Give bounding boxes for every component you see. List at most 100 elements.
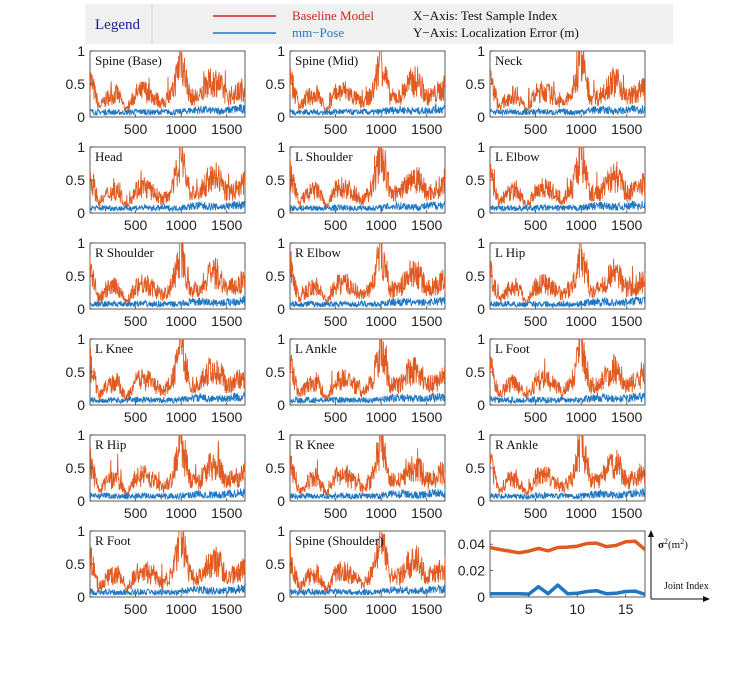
mmpose-series-line [89, 488, 246, 501]
x-tick-label: 1000 [566, 217, 597, 233]
x-tick-label: 1500 [211, 217, 242, 233]
baseline-series-line [89, 530, 246, 592]
arrowhead-up-icon [648, 530, 654, 537]
mmpose-series-line [289, 296, 446, 309]
mmpose-series-line [289, 488, 446, 501]
baseline-series-line [289, 338, 446, 400]
y-tick-label: 0.5 [66, 76, 86, 92]
mmpose-series-line [489, 295, 646, 309]
panel-title: L Ankle [295, 341, 337, 356]
x-tick-label: 500 [324, 121, 348, 137]
mmpose-series-line [89, 200, 246, 213]
variance-panel: 0 0.02 0.04 5 10 15 σ2(m2) Joint Index [458, 530, 710, 617]
y-tick-label: 1 [77, 331, 85, 347]
mmpose-series-line [289, 584, 446, 597]
y-tick-label: 0.5 [266, 460, 286, 476]
x-tick-label: 1000 [366, 409, 397, 425]
x-tick-label: 1500 [611, 121, 642, 137]
x-tick-label: 1500 [411, 313, 442, 329]
y-tick-label: 0.5 [66, 172, 86, 188]
x-tick-label: 1000 [566, 409, 597, 425]
baseline-series-line [89, 50, 246, 114]
y-tick-label: 1 [277, 235, 285, 251]
mmpose-series-line [89, 295, 246, 309]
baseline-series-line [289, 530, 446, 593]
baseline-series-line [289, 242, 446, 304]
legend-background [85, 4, 673, 44]
x-tick-label: 1000 [166, 121, 197, 137]
y-tick-label: 0 [477, 589, 485, 605]
y-tick-label: 0 [77, 589, 85, 605]
panel-title: L Foot [495, 341, 530, 356]
mmpose-series-line [89, 391, 246, 405]
x-tick-label: 1000 [166, 409, 197, 425]
y-tick-label: 1 [477, 139, 485, 155]
x-tick-label: 1500 [411, 121, 442, 137]
y-tick-label: 0 [477, 109, 485, 125]
x-tick-label: 500 [124, 505, 148, 521]
x-tick-label: 1000 [366, 121, 397, 137]
x-tick-label: 500 [124, 313, 148, 329]
y-tick-label: 0.5 [266, 268, 286, 284]
panel-title: R Foot [95, 533, 131, 548]
x-tick-label: 500 [124, 217, 148, 233]
y-tick-label: 0 [77, 205, 85, 221]
y-tick-label: 0.5 [266, 364, 286, 380]
mmpose-series-line [289, 102, 446, 117]
y-tick-label: 1 [77, 139, 85, 155]
x-tick-label: 1500 [411, 217, 442, 233]
panel-title: R Elbow [295, 245, 341, 260]
y-tick-label: 0.5 [466, 364, 486, 380]
y-tick-label: 0 [277, 301, 285, 317]
mmpose-series-line [489, 488, 646, 501]
legend-y-axis-note: Y−Axis: Localization Error (m) [413, 25, 579, 40]
x-tick-label: 1500 [411, 409, 442, 425]
x-tick-label: 500 [324, 601, 348, 617]
x-tick-label: 1000 [366, 217, 397, 233]
baseline-series-line [489, 242, 646, 307]
x-tick-label: 500 [324, 505, 348, 521]
y-tick-label: 0.5 [466, 460, 486, 476]
x-tick-label: 1500 [211, 409, 242, 425]
y-tick-label: 0.5 [266, 556, 286, 572]
panel-title: Head [95, 149, 123, 164]
mmpose-variance-line [490, 583, 646, 597]
y-tick-label: 0 [77, 301, 85, 317]
panel-title: Spine (Shoulder) [295, 533, 383, 548]
y-tick-label: 1 [477, 427, 485, 443]
y-tick-label: 0.02 [458, 563, 485, 579]
x-tick-label: 5 [525, 601, 533, 617]
x-tick-label: 1000 [166, 313, 197, 329]
x-tick-label: 500 [124, 121, 148, 137]
baseline-series-line [489, 338, 646, 400]
y-tick-label: 0 [477, 397, 485, 413]
baseline-series-line [89, 338, 246, 401]
y-tick-label: 0.5 [66, 364, 86, 380]
y-tick-label: 1 [277, 331, 285, 347]
baseline-series-line [289, 50, 446, 114]
y-tick-label: 0 [77, 493, 85, 509]
panel-title: R Ankle [495, 437, 538, 452]
y-tick-label: 1 [477, 43, 485, 59]
x-tick-label: 500 [324, 313, 348, 329]
y-tick-label: 0.5 [66, 460, 86, 476]
panel-title: Neck [495, 53, 523, 68]
y-tick-label: 1 [277, 43, 285, 59]
y-tick-label: 0 [277, 205, 285, 221]
x-tick-label: 10 [569, 601, 585, 617]
panel-title: R Shoulder [95, 245, 155, 260]
y-tick-label: 0.5 [466, 172, 486, 188]
y-tick-label: 0.5 [266, 172, 286, 188]
y-tick-label: 0.5 [66, 268, 86, 284]
y-tick-label: 1 [477, 331, 485, 347]
panel-title: Spine (Base) [95, 53, 162, 68]
